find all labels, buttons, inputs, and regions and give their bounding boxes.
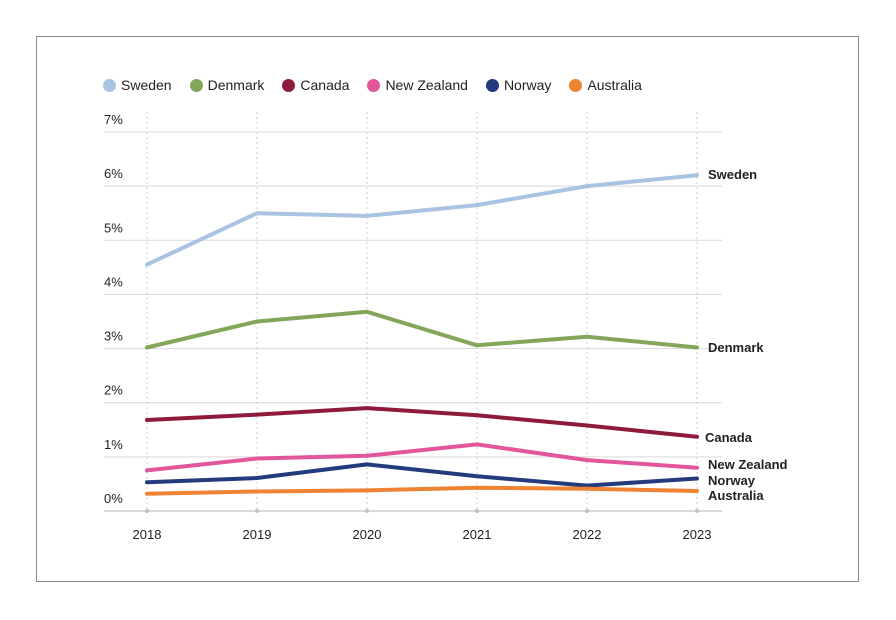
x-axis-dot (365, 509, 369, 513)
series-line-canada (145, 406, 699, 439)
x-axis-dot (475, 509, 479, 513)
legend-swatch (189, 78, 203, 92)
chart-legend: Sweden Denmark Canada New Zealand Norway Aust… (103, 77, 660, 93)
legend-swatch (569, 78, 583, 92)
series-end-label: Canada (705, 430, 753, 445)
legend-item: New Zealand (367, 77, 468, 93)
x-axis-dot (585, 509, 589, 513)
series-line-australia (145, 485, 699, 496)
legend-label: New Zealand (385, 77, 468, 93)
y-tick-label: 0% (104, 491, 123, 506)
legend-label: Sweden (121, 77, 172, 93)
x-tick-label: 2021 (463, 527, 492, 542)
chart-frame (36, 36, 859, 582)
legend-item: Canada (282, 77, 349, 93)
series-line-norway (145, 462, 699, 488)
y-tick-label: 5% (104, 220, 123, 235)
x-tick-label: 2023 (683, 527, 712, 542)
x-tick-label: 2022 (573, 527, 602, 542)
y-tick-label: 1% (104, 437, 123, 452)
legend-label: Australia (587, 77, 642, 93)
series-end-label: Sweden (708, 167, 757, 182)
series-line-denmark (145, 309, 699, 350)
legend-swatch (103, 78, 116, 92)
y-tick-label: 3% (104, 329, 123, 344)
legend-swatch (485, 78, 499, 92)
legend-label: Norway (503, 77, 552, 93)
y-tick-label: 4% (104, 274, 123, 289)
x-axis-dot (255, 509, 259, 513)
x-axis-dot (695, 509, 699, 513)
series-end-label: Norway (708, 473, 756, 488)
x-tick-label: 2019 (243, 527, 272, 542)
series-end-label: Denmark (708, 340, 764, 355)
legend-item: Norway (485, 77, 552, 93)
y-tick-label: 7% (104, 112, 123, 127)
series-line-sweden (145, 173, 699, 267)
legend-label: Canada (300, 77, 350, 93)
legend-label: Denmark (207, 77, 265, 93)
series-line-new-zealand (145, 442, 699, 473)
legend-item: Australia (569, 77, 642, 93)
x-axis-dot (145, 509, 149, 513)
y-tick-label: 2% (104, 383, 123, 398)
series-end-label: New Zealand (708, 457, 788, 472)
y-tick-label: 6% (104, 166, 123, 181)
legend-swatch (367, 78, 381, 92)
x-tick-label: 2020 (353, 527, 382, 542)
x-tick-label: 2018 (133, 527, 162, 542)
legend-item: Sweden (103, 77, 172, 93)
series-end-label: Australia (708, 488, 764, 503)
legend-item: Denmark (189, 77, 265, 93)
legend-swatch (282, 78, 296, 92)
